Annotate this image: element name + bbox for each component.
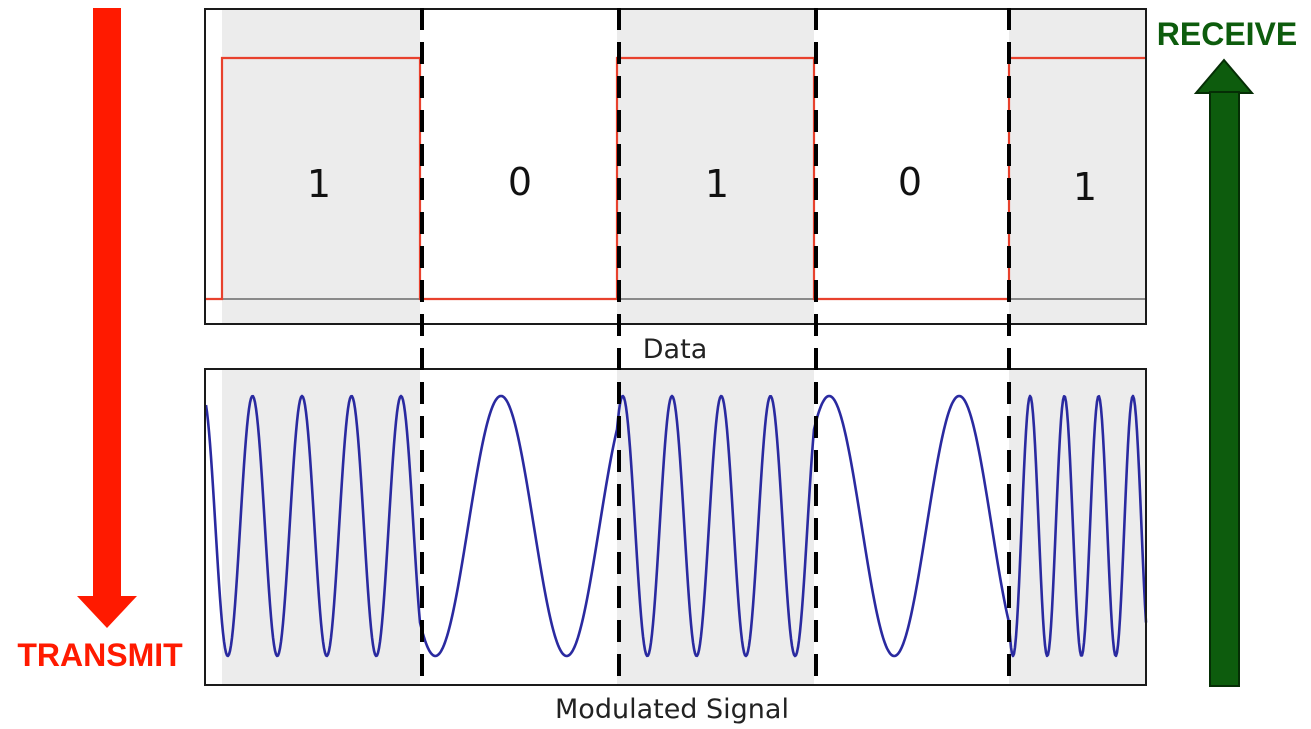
bit-label-4: 0 [898, 160, 922, 204]
bit-label-3: 1 [705, 162, 729, 206]
bit-label-2: 0 [508, 160, 532, 204]
receive-arrow-head [1193, 58, 1255, 94]
bit-label-1: 1 [307, 162, 331, 206]
data-bit-one-shade [1009, 10, 1146, 323]
signal-bit-one-shade [222, 370, 420, 684]
transmit-arrow [77, 8, 137, 628]
bit-label-5: 1 [1073, 165, 1097, 209]
data-caption: Data [643, 334, 707, 365]
signal-caption: Modulated Signal [555, 694, 789, 725]
data-bit-shading [222, 10, 1146, 323]
transmit-label: TRANSMIT [17, 637, 183, 673]
receive-label: RECEIVE [1157, 16, 1297, 52]
bit-boundary-dividers [420, 8, 1011, 686]
data-panel-frame [204, 8, 1147, 325]
transmit-arrow-head [77, 596, 137, 628]
data-bit-one-shade [617, 10, 814, 323]
modulated-signal-wave [204, 394, 1148, 658]
data-bit-one-shade [222, 10, 420, 323]
receive-arrow-shaft [1209, 91, 1240, 687]
signal-panel-frame [204, 368, 1147, 686]
signal-panel [204, 368, 1148, 686]
receive-arrow [1193, 58, 1255, 687]
data-panel: 1 0 1 0 1 [204, 8, 1147, 325]
transmit-arrow-shaft [93, 8, 121, 598]
